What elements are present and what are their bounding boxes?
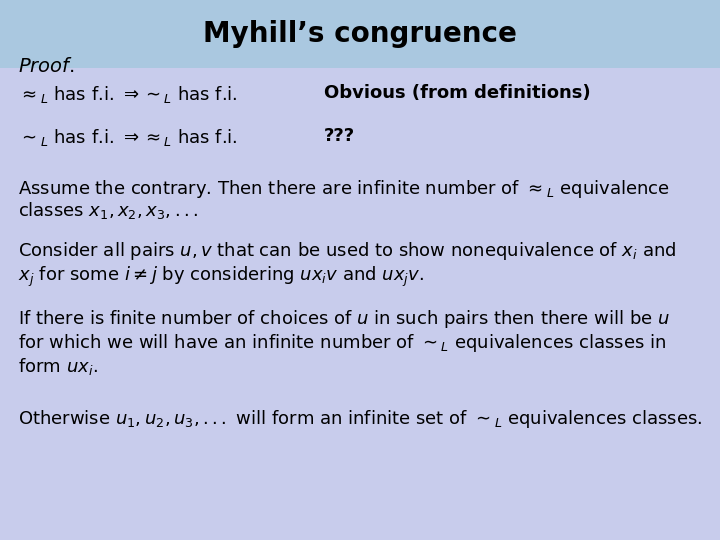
Text: Assume the contrary. Then there are infinite number of $\approx_L$ equivalence: Assume the contrary. Then there are infi…	[18, 178, 670, 200]
Text: ???: ???	[324, 127, 355, 145]
Text: $\approx_L$ has f.i. $\Rightarrow\sim_L$ has f.i.: $\approx_L$ has f.i. $\Rightarrow\sim_L$…	[18, 84, 238, 105]
Text: for which we will have an infinite number of $\sim_L$ equivalences classes in: for which we will have an infinite numbe…	[18, 332, 666, 354]
Text: $x_j$ for some $i\neq j$ by considering $ux_iv$ and $ux_jv$.: $x_j$ for some $i\neq j$ by considering …	[18, 265, 424, 289]
Text: Myhill’s congruence: Myhill’s congruence	[203, 20, 517, 48]
Text: Consider all pairs $u,v$ that can be used to show nonequivalence of $x_i$ and: Consider all pairs $u,v$ that can be use…	[18, 240, 677, 262]
Text: $\sim_L$ has f.i. $\Rightarrow\approx_L$ has f.i.: $\sim_L$ has f.i. $\Rightarrow\approx_L$…	[18, 127, 238, 148]
Text: Obvious (from definitions): Obvious (from definitions)	[324, 84, 590, 102]
Text: classes $x_1,x_2,x_3,...$: classes $x_1,x_2,x_3,...$	[18, 200, 198, 221]
Text: form $ux_i$.: form $ux_i$.	[18, 356, 98, 377]
Text: $\mathit{Proof.}$: $\mathit{Proof.}$	[18, 57, 75, 76]
Bar	[0, 0, 720, 68]
Text: Otherwise $u_1,u_2,u_3,...$ will form an infinite set of $\sim_L$ equivalences c: Otherwise $u_1,u_2,u_3,...$ will form an…	[18, 408, 702, 430]
Text: If there is finite number of choices of $u$ in such pairs then there will be $u$: If there is finite number of choices of …	[18, 308, 670, 330]
